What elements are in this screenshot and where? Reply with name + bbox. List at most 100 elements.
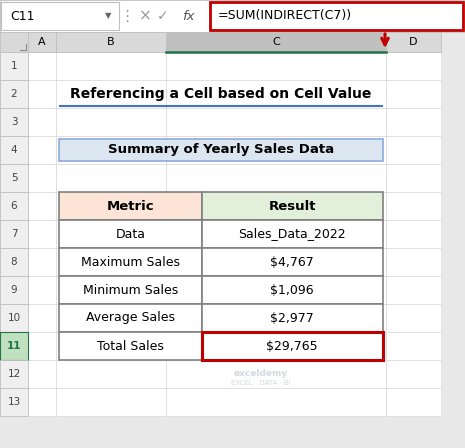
Bar [56, 108, 166, 136]
Text: 7: 7 [11, 229, 17, 239]
Text: Result: Result [268, 199, 316, 212]
Text: C11: C11 [10, 9, 34, 22]
Bar [386, 304, 441, 332]
Bar [28, 192, 56, 220]
Bar [0, 276, 28, 304]
Text: 11: 11 [7, 341, 21, 351]
Bar [386, 136, 441, 164]
Bar [386, 360, 441, 388]
Bar [56, 304, 166, 332]
Bar [386, 192, 441, 220]
Bar [210, 2, 463, 30]
Bar [28, 80, 56, 108]
Bar [28, 388, 56, 416]
Bar [56, 32, 166, 52]
Bar [0, 220, 28, 248]
Text: Referencing a Cell based on Cell Value: Referencing a Cell based on Cell Value [70, 87, 372, 101]
Bar [28, 52, 56, 80]
Text: $1,096: $1,096 [271, 284, 314, 297]
Text: Minimum Sales: Minimum Sales [83, 284, 178, 297]
Bar [0, 108, 28, 136]
Bar [166, 360, 386, 388]
Text: Data: Data [115, 228, 145, 241]
Bar [166, 108, 386, 136]
Text: 9: 9 [11, 285, 17, 295]
Text: 2: 2 [11, 89, 17, 99]
Bar [201, 276, 383, 304]
Bar [0, 164, 28, 192]
Bar [0, 332, 28, 360]
Text: 12: 12 [7, 369, 20, 379]
Text: 5: 5 [11, 173, 17, 183]
Bar [0, 248, 28, 276]
Bar [201, 332, 383, 360]
Bar [28, 276, 56, 304]
Bar [59, 220, 201, 248]
Bar [56, 52, 166, 80]
Bar [0, 52, 28, 80]
Bar [166, 52, 386, 80]
Bar [59, 139, 383, 161]
Bar [386, 220, 441, 248]
Text: Summary of Yearly Sales Data: Summary of Yearly Sales Data [108, 143, 334, 156]
Bar [28, 332, 56, 360]
Bar [166, 332, 386, 360]
Bar [59, 192, 201, 220]
Bar [201, 192, 383, 220]
Text: ▼: ▼ [105, 12, 111, 21]
Bar [386, 248, 441, 276]
Text: B: B [107, 37, 115, 47]
Text: $4,767: $4,767 [271, 255, 314, 268]
Bar [166, 220, 386, 248]
Bar [386, 276, 441, 304]
Text: 1: 1 [11, 61, 17, 71]
Text: 8: 8 [11, 257, 17, 267]
Bar [386, 80, 441, 108]
Bar [386, 108, 441, 136]
Bar [166, 388, 386, 416]
Bar [56, 248, 166, 276]
Text: $2,977: $2,977 [271, 311, 314, 324]
Text: ✓: ✓ [157, 9, 169, 23]
Bar [28, 32, 56, 52]
Text: fx: fx [182, 9, 194, 22]
Bar [166, 276, 386, 304]
Bar [201, 248, 383, 276]
Bar [59, 332, 201, 360]
Text: 3: 3 [11, 117, 17, 127]
Bar [201, 220, 383, 248]
Bar [56, 388, 166, 416]
Text: C: C [272, 37, 280, 47]
Bar [386, 164, 441, 192]
Text: Sales_Data_2022: Sales_Data_2022 [239, 228, 346, 241]
Bar [166, 248, 386, 276]
Bar [0, 0, 465, 32]
Bar [56, 360, 166, 388]
Bar [386, 32, 441, 52]
Bar [0, 388, 28, 416]
Bar [56, 220, 166, 248]
Bar [28, 108, 56, 136]
Bar [59, 248, 201, 276]
Bar [28, 360, 56, 388]
Bar [166, 164, 386, 192]
Text: 6: 6 [11, 201, 17, 211]
Bar [1, 2, 119, 30]
Bar [0, 136, 28, 164]
Text: D: D [409, 37, 418, 47]
Bar [0, 304, 28, 332]
Text: Total Sales: Total Sales [97, 340, 164, 353]
Text: 10: 10 [7, 313, 20, 323]
Bar [28, 304, 56, 332]
Bar [166, 80, 386, 108]
Bar [28, 164, 56, 192]
Text: exceldemy: exceldemy [234, 370, 288, 379]
Bar [56, 276, 166, 304]
Bar [56, 136, 166, 164]
Bar [28, 248, 56, 276]
Bar [166, 32, 386, 52]
Text: $29,765: $29,765 [266, 340, 318, 353]
Bar [56, 80, 166, 108]
Text: ×: × [139, 9, 152, 23]
Text: Average Sales: Average Sales [86, 311, 175, 324]
